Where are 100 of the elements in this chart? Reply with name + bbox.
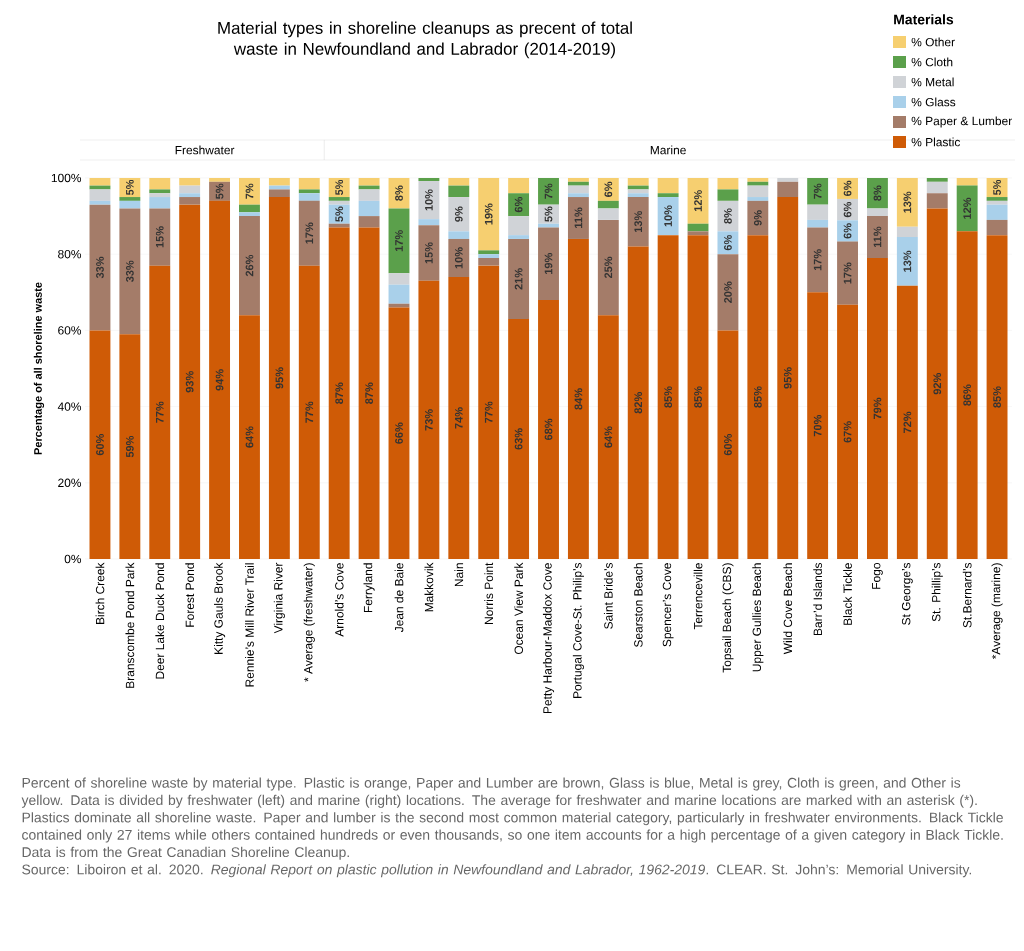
bar (777, 197, 799, 559)
x-tick-label: Spencer’s Cove (662, 563, 674, 647)
x-tick-label: St George’s (901, 562, 913, 625)
bar (358, 227, 380, 559)
bar (448, 185, 470, 198)
bar (866, 177, 888, 209)
bar (627, 197, 649, 247)
bar (119, 200, 141, 209)
x-tick-label: Upper Gullies Beach (752, 563, 764, 672)
data-label: 87% (365, 382, 373, 404)
data-label: 11% (873, 226, 882, 248)
data-label: 66% (395, 422, 403, 444)
bar (179, 204, 201, 559)
legend-label: % Glass (911, 97, 956, 107)
data-label: 92% (933, 373, 942, 395)
bar (986, 200, 1008, 205)
bar (119, 334, 141, 559)
data-label: 6% (843, 180, 852, 196)
bar (149, 189, 171, 194)
bar (747, 200, 769, 236)
data-label: 12% (963, 197, 972, 219)
data-label: 6% (604, 181, 613, 197)
x-tick-label: Nain (454, 563, 464, 587)
bar (807, 177, 829, 205)
bar (418, 225, 440, 281)
bar (926, 208, 948, 559)
bar (567, 177, 589, 182)
x-tick-label: * Average (freshwater) (303, 563, 315, 682)
data-label: 10% (454, 247, 463, 269)
bar (508, 238, 530, 319)
bar (358, 189, 380, 201)
legend-title: Materials (894, 14, 954, 25)
data-label: 73% (425, 409, 433, 431)
legend-label: % Other (911, 37, 955, 47)
data-label: 82% (634, 392, 643, 414)
data-label: 7% (245, 183, 254, 199)
bar (717, 177, 739, 190)
legend-label: % Paper & Lumber (911, 116, 1012, 128)
bar (717, 231, 739, 255)
bar (807, 204, 829, 220)
data-label: 7% (813, 183, 822, 199)
bar (298, 200, 320, 266)
x-tick-label: Forest Pond (185, 563, 195, 627)
bar (298, 193, 320, 201)
y-tick-label: 80% (58, 249, 82, 259)
bar (597, 219, 619, 316)
bar (807, 227, 829, 293)
bar (657, 177, 679, 194)
x-tick-label: Ocean View Park (514, 562, 523, 655)
x-tick-label: Petty Harbour-Maddox Cove (542, 563, 555, 714)
bar (358, 177, 380, 186)
bar (239, 315, 260, 559)
data-label: 85% (753, 386, 762, 408)
bar (388, 284, 410, 304)
data-label: 93% (185, 371, 194, 393)
bar (896, 177, 918, 227)
data-label: 77% (155, 401, 164, 423)
x-tick-label: Fogo (872, 563, 883, 589)
bar (657, 235, 679, 559)
bar (986, 219, 1008, 236)
bar (717, 189, 739, 201)
bar (538, 299, 559, 559)
data-label: 8% (724, 208, 732, 224)
bar (627, 177, 649, 186)
y-tick-label: 40% (57, 402, 82, 411)
bar (597, 208, 619, 220)
bar (866, 258, 888, 559)
x-tick-label: Arnold’s Cove (334, 563, 344, 637)
bar (89, 204, 111, 331)
x-tick-label: Makkovik (424, 562, 434, 612)
bar (538, 223, 559, 228)
data-label: 6% (514, 197, 523, 213)
bar (747, 197, 769, 201)
x-tick-label: Jean de Baie (394, 563, 404, 633)
x-tick-label: Ferryland (363, 563, 375, 613)
bar (149, 177, 171, 190)
bar (807, 292, 829, 559)
data-label: 20% (724, 281, 732, 303)
bar (567, 193, 589, 198)
x-tick-label: St. Phillip’s (931, 562, 943, 622)
legend-label: % Metal (911, 77, 954, 87)
x-tick-label: Black Tickle (843, 563, 852, 625)
data-label: 95% (783, 367, 792, 389)
data-label: 8% (395, 185, 403, 201)
bar (627, 246, 649, 559)
bar (926, 181, 948, 194)
bar (448, 277, 470, 559)
bar (956, 177, 978, 186)
data-label: 5% (125, 179, 134, 196)
bar (508, 318, 530, 559)
bar (627, 189, 649, 194)
bar (538, 177, 559, 205)
data-label: 9% (454, 206, 463, 222)
bar (747, 235, 769, 559)
bar (567, 197, 589, 239)
data-label: 64% (604, 426, 613, 448)
bar (687, 231, 709, 236)
x-tick-label: Birch Creek (95, 562, 105, 624)
bar (896, 226, 918, 238)
data-label: 17% (305, 222, 314, 244)
